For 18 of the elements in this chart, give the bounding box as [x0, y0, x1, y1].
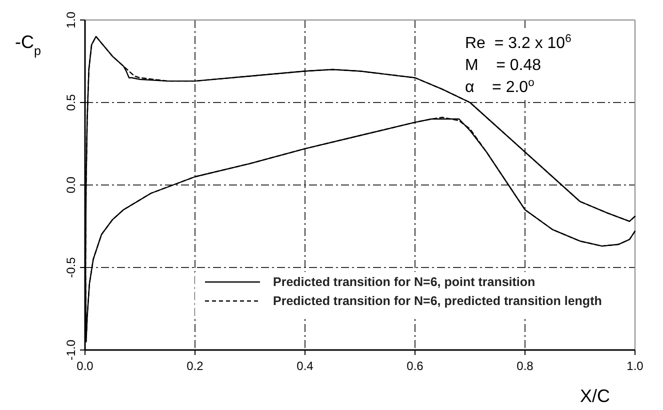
x-axis-title: X/C: [580, 386, 610, 406]
x-tick-label: 0.4: [296, 359, 314, 373]
y-tick-label: -1.0: [64, 339, 78, 360]
x-tick-label: 0.6: [406, 359, 424, 373]
y-axis-title: -C$_{p}$: [14, 32, 42, 58]
y-tick-label: 0.5: [64, 94, 78, 111]
x-tick-label: 0.0: [76, 359, 94, 373]
annotation: Re = 3.2 x 10$^{6}$: [465, 33, 572, 52]
legend-label: Predicted transition for N=6, predicted transition length: [273, 294, 602, 308]
x-tick-label: 0.2: [186, 359, 204, 373]
y-tick-label: 1.0: [64, 11, 78, 28]
legend-label: Predicted transition for N=6, point transition: [273, 275, 536, 289]
y-tick-label: 0.0: [64, 176, 78, 194]
y-tick-label: -0.5: [64, 256, 78, 278]
annotation: α = 2.0$^{o}$: [465, 77, 534, 96]
x-tick-label: 0.8: [516, 359, 534, 373]
annotation: M = 0.48: [465, 57, 542, 74]
x-tick-label: 1.0: [626, 359, 644, 373]
